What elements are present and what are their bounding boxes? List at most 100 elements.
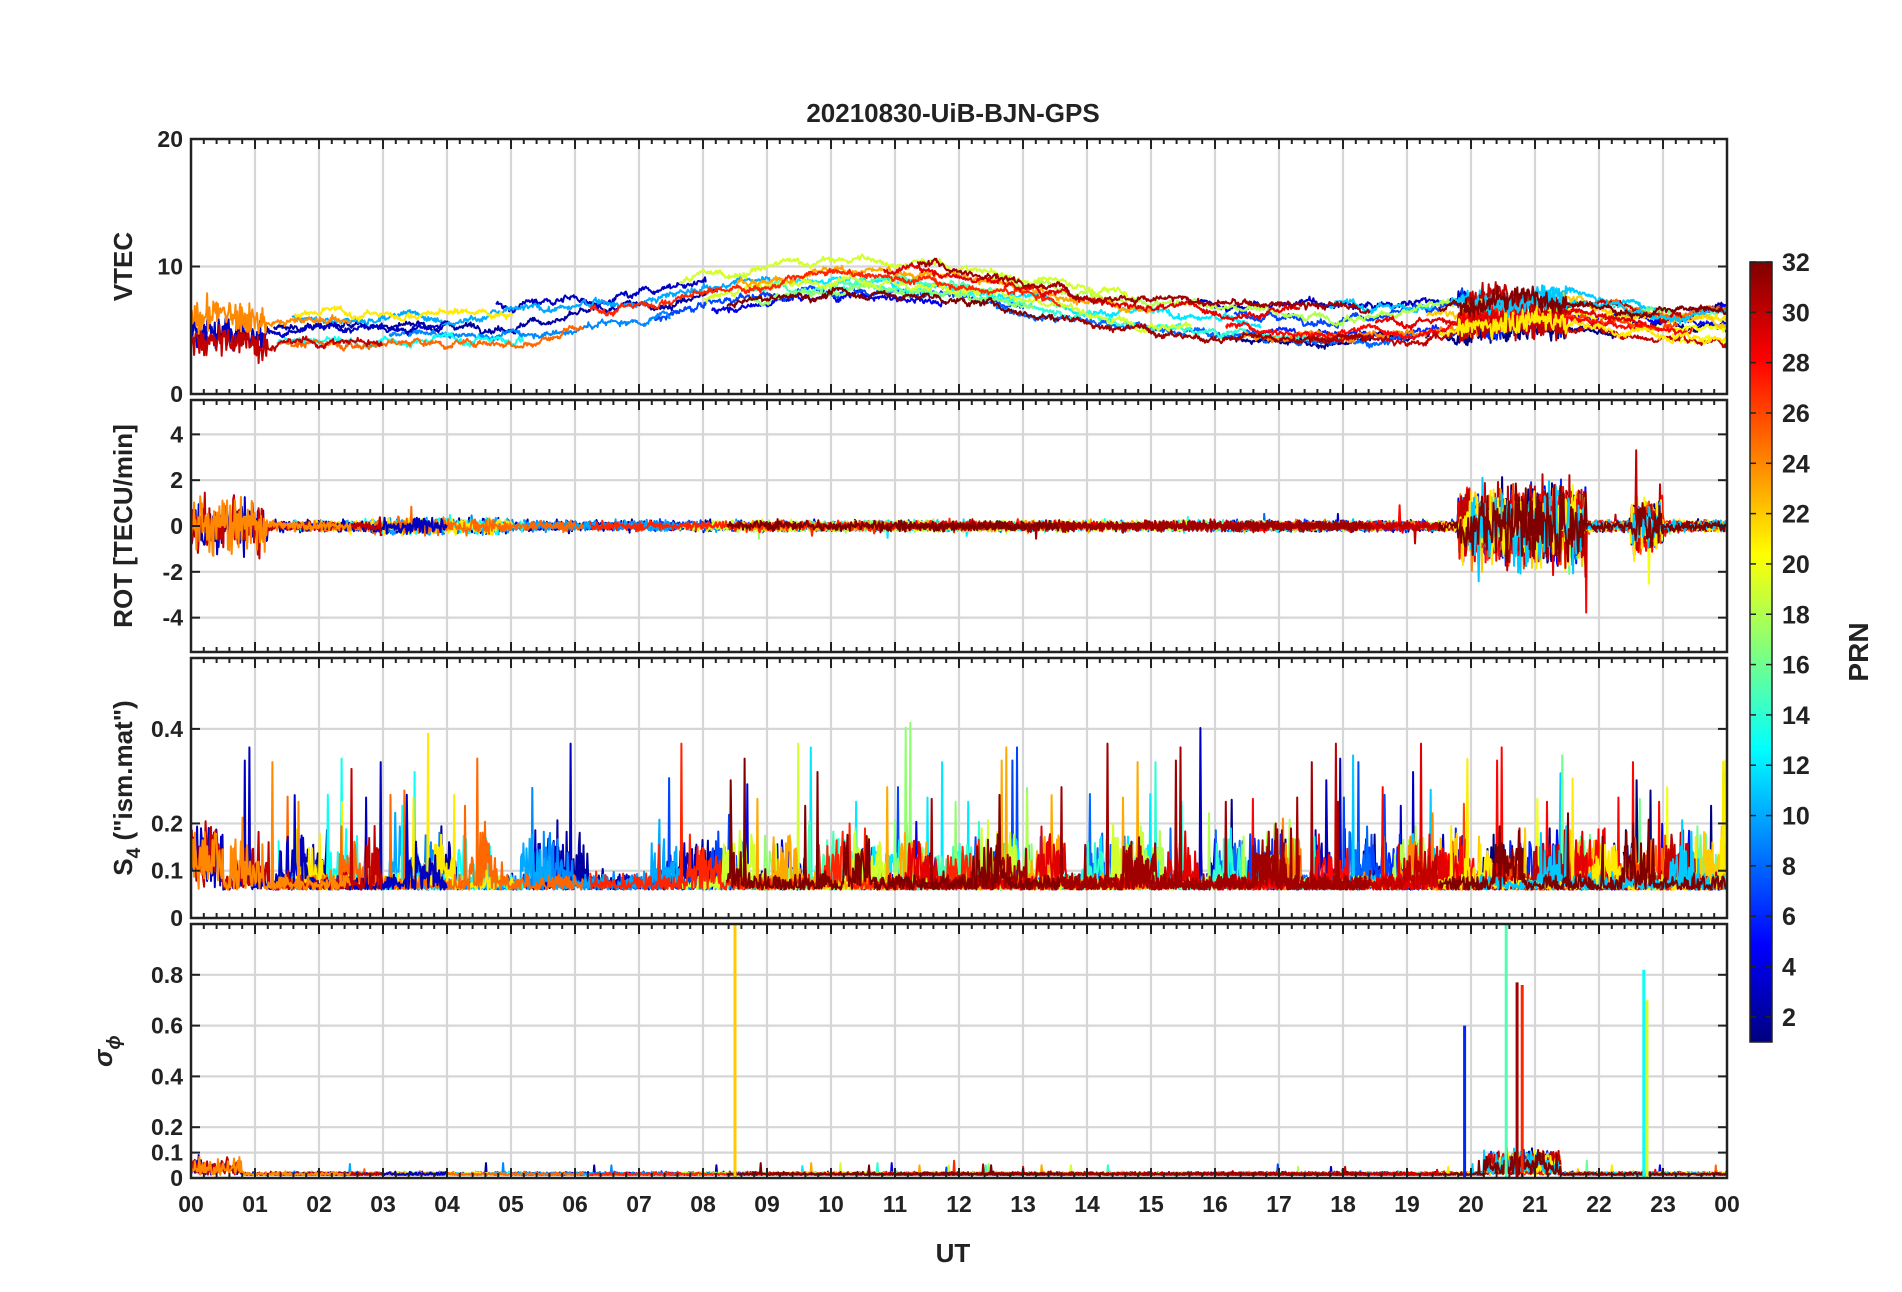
y-axis-label-rest: ("ism.mat"): [108, 700, 138, 847]
series-line-prn27: [589, 267, 1062, 317]
colorbar-tick-label: 32: [1782, 249, 1810, 277]
x-tick-label: 16: [1202, 1191, 1228, 1217]
y-tick-label: 0: [170, 513, 183, 539]
series-line-prn32: [1438, 812, 1727, 891]
colorbar-tick-label: 28: [1782, 350, 1810, 378]
x-tick-label: 00: [178, 1191, 204, 1217]
series-line-prn32: [1438, 284, 1727, 320]
y-tick-label: 2: [170, 467, 183, 493]
x-tick-label: 13: [1010, 1191, 1036, 1217]
y-axis-label-main: σ: [88, 1048, 118, 1067]
y-tick-label: 0.4: [151, 716, 183, 742]
series-line-prn24: [191, 495, 352, 557]
x-tick-label: 07: [626, 1191, 652, 1217]
colorbar-gradient: [1749, 261, 1773, 1043]
x-tick-label: 05: [498, 1191, 524, 1217]
x-tick-label: 23: [1650, 1191, 1676, 1217]
colorbar-tick-label: 10: [1782, 803, 1810, 831]
colorbar-tick-label: 20: [1782, 551, 1810, 579]
y-axis-label-sub: ϕ: [104, 1035, 125, 1049]
series-line-prn31: [1060, 742, 1368, 891]
y-axis-label: σϕ: [88, 1035, 125, 1067]
series-line-prn24: [191, 1155, 352, 1176]
panel-vtec: 0 10 20 VTEC: [108, 126, 1729, 407]
series-line-prn7: [1233, 287, 1473, 329]
y-tick-label: 0.1: [151, 858, 183, 884]
y-tick-label: 0.6: [151, 1013, 183, 1039]
x-axis: 00 01 02 03 04 05 06 07 08 09 10 11 12 13 14 15 16 17 18 19…: [178, 1191, 1740, 1217]
x-tick-label: 03: [370, 1191, 396, 1217]
series-group: [191, 721, 1727, 891]
x-tick-label: 00: [1714, 1191, 1740, 1217]
x-tick-label: 21: [1522, 1191, 1548, 1217]
x-tick-label: 01: [242, 1191, 268, 1217]
y-tick-label: 0.8: [151, 962, 183, 988]
series-line-prn32: [725, 757, 1061, 891]
y-axis-label-main: VTEC: [108, 232, 138, 302]
series-line-prn31: [1060, 519, 1368, 534]
colorbar-label: PRN: [1843, 622, 1874, 681]
series-line-prn21: [1438, 307, 1727, 345]
colorbar-tick-label: 12: [1782, 752, 1810, 780]
series-line-prn32: [726, 286, 1061, 322]
series-line-prn21: [294, 305, 514, 322]
y-axis-label: S4 ("ism.mat"): [108, 700, 145, 875]
x-tick-label: 12: [946, 1191, 972, 1217]
y-axis-label: VTEC: [108, 232, 138, 302]
x-tick-label: 02: [306, 1191, 332, 1217]
x-tick-label: 08: [690, 1191, 716, 1217]
x-tick-label: 06: [562, 1191, 588, 1217]
y-tick-label: 20: [157, 126, 183, 152]
y-tick-label: 10: [157, 254, 183, 280]
x-axis-label: UT: [936, 1238, 971, 1268]
y-tick-label: -2: [163, 559, 183, 585]
y-tick-label: 0.4: [151, 1063, 183, 1089]
x-tick-label: 22: [1586, 1191, 1612, 1217]
series-line-prn15: [751, 274, 998, 296]
x-tick-label: 18: [1330, 1191, 1356, 1217]
x-tick-label: 09: [754, 1191, 780, 1217]
y-axis-label-sub: 4: [124, 847, 145, 858]
series-line-prn19: [702, 274, 1192, 334]
series-line-prn32: [726, 1162, 1060, 1176]
panel-rot: -4 -2 0 2 4 ROT [TECU/min]: [108, 398, 1729, 654]
x-tick-label: 10: [818, 1191, 844, 1217]
y-tick-label: 0: [170, 1165, 183, 1191]
colorbar-tick-label: 16: [1782, 652, 1810, 680]
series-line-prn27: [589, 517, 1061, 537]
x-tick-label: 15: [1138, 1191, 1164, 1217]
colorbar-tick-label: 30: [1782, 299, 1810, 327]
x-tick-label: 11: [883, 1191, 908, 1217]
series-line-prn30: [191, 323, 383, 365]
y-tick-label: -4: [163, 605, 184, 631]
x-tick-label: 19: [1394, 1191, 1420, 1217]
y-tick-label: 4: [170, 421, 183, 447]
x-tick-label: 14: [1074, 1191, 1100, 1217]
x-tick-label: 04: [434, 1191, 460, 1217]
colorbar-tick-label: 4: [1782, 954, 1796, 982]
y-axis-label: ROT [TECU/min]: [108, 424, 138, 628]
x-tick-label: 17: [1266, 1191, 1292, 1217]
colorbar-tick-label: 24: [1782, 450, 1810, 478]
series-line-prn24: [191, 761, 352, 891]
x-tick-label: 20: [1458, 1191, 1484, 1217]
series-group: [191, 253, 1727, 365]
y-axis-label-main: S: [108, 858, 138, 875]
series-line-prn24: [191, 292, 352, 335]
series-line-prn31: [1060, 314, 1368, 345]
colorbar-tick-label: 8: [1782, 853, 1796, 881]
y-tick-label: 0.1: [151, 1140, 183, 1166]
colorbar-tick-label: 18: [1782, 601, 1810, 629]
y-tick-label: 0: [170, 905, 183, 931]
series-line-prn17: [748, 283, 1035, 310]
colorbar-tick-label: 2: [1782, 1004, 1796, 1032]
colorbar-tick-label: 22: [1782, 501, 1810, 529]
chart-title: 20210830-UiB-BJN-GPS: [806, 98, 1099, 128]
panel-s4: 00.10.20.4S4 ("ism.mat"): [108, 656, 1729, 931]
colorbar-tick-label: 6: [1782, 903, 1796, 931]
series-line-prn32: [726, 518, 1061, 534]
colorbar-tick-label: 14: [1782, 702, 1810, 730]
